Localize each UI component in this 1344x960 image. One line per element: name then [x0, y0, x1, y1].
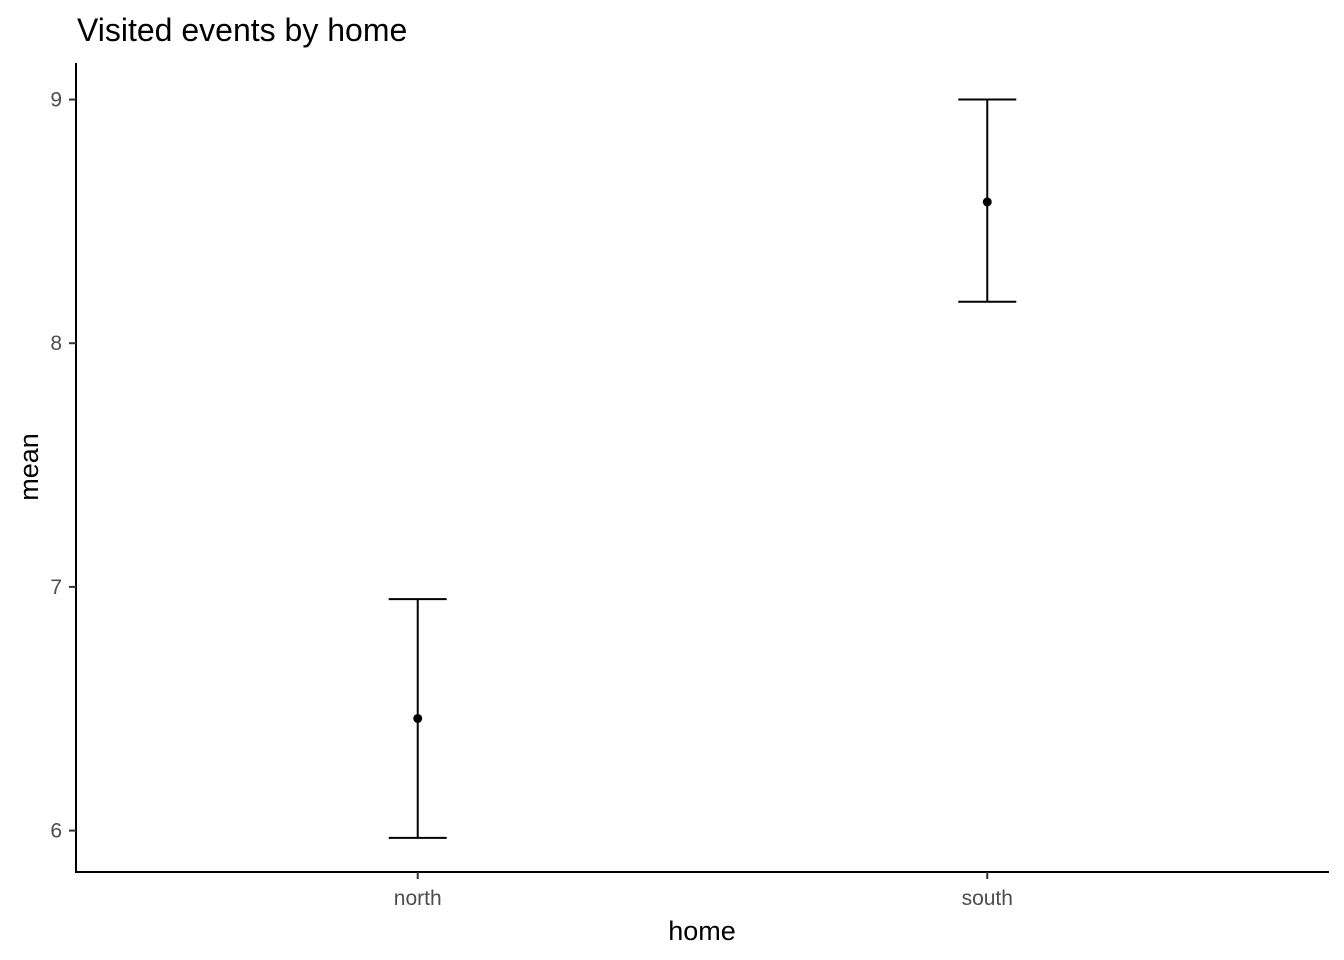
y-tick-label: 9 — [50, 89, 62, 112]
mean-point — [413, 713, 423, 723]
y-tick-label: 6 — [50, 820, 62, 843]
y-axis: 6 7 8 9 — [50, 63, 77, 872]
chart-title: Visited events by home — [77, 12, 407, 48]
errorbar-group-north — [388, 598, 447, 839]
x-tick-label: south — [962, 887, 1013, 910]
mean-point — [982, 197, 992, 207]
y-tick-label: 7 — [50, 576, 62, 599]
data-marks — [388, 98, 1017, 839]
errorbar-group-south — [958, 98, 1017, 303]
x-tick-label: north — [394, 887, 442, 910]
y-tick-label: 8 — [50, 332, 62, 355]
y-axis-title: mean — [14, 433, 44, 501]
x-axis-title: home — [668, 916, 736, 946]
x-axis: north south — [75, 871, 1329, 910]
